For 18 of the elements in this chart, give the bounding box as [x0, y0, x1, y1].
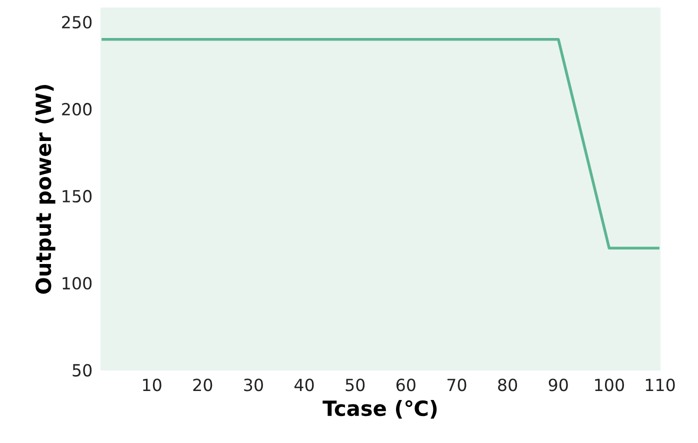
x-tick-label: 10	[143, 378, 162, 392]
y-tick-label: 250	[62, 16, 92, 28]
y-tick-label: 150	[62, 190, 92, 203]
x-tick-label: 90	[548, 378, 568, 392]
x-tick-label: 40	[294, 378, 314, 392]
x-tick-label: 70	[447, 378, 466, 392]
y-axis-title: Output power (W)	[35, 84, 56, 294]
x-tick-label: 110	[646, 378, 675, 392]
x-tick-label: 20	[193, 378, 212, 392]
y-tick-label: 200	[62, 102, 92, 116]
x-tick-label: 50	[346, 378, 365, 392]
x-tick-label: 60	[396, 378, 416, 392]
x-tick-label: 30	[244, 378, 263, 392]
y-tick-label: 100	[62, 276, 92, 290]
x-tick-label: 80	[498, 378, 518, 392]
x-tick-label: 100	[595, 378, 624, 392]
x-axis-title: Tcase (℃)	[322, 400, 437, 419]
y-tick-label: 50	[72, 364, 92, 377]
